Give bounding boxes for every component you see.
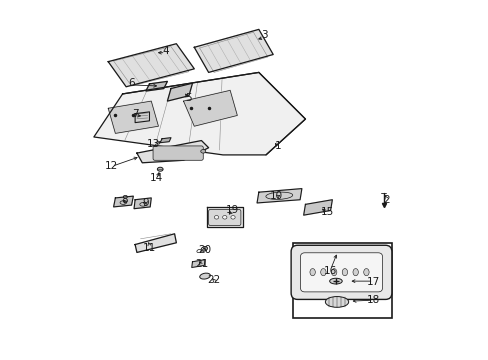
Ellipse shape — [199, 273, 210, 279]
Text: 18: 18 — [366, 295, 380, 305]
Ellipse shape — [309, 269, 315, 276]
Ellipse shape — [352, 269, 358, 276]
Polygon shape — [194, 30, 273, 72]
Polygon shape — [191, 260, 204, 267]
FancyBboxPatch shape — [290, 245, 391, 300]
Bar — [292, 243, 391, 318]
Ellipse shape — [214, 216, 218, 219]
Polygon shape — [160, 138, 171, 143]
Text: 2: 2 — [382, 195, 388, 205]
Text: 9: 9 — [142, 198, 149, 208]
Text: 19: 19 — [225, 206, 238, 216]
Ellipse shape — [320, 269, 325, 276]
Polygon shape — [135, 112, 149, 123]
Text: 17: 17 — [366, 277, 380, 287]
Ellipse shape — [230, 216, 235, 219]
Text: 13: 13 — [146, 139, 160, 149]
Text: 12: 12 — [105, 161, 118, 171]
Polygon shape — [113, 196, 133, 207]
Ellipse shape — [329, 278, 342, 284]
Ellipse shape — [201, 149, 205, 153]
FancyBboxPatch shape — [153, 146, 203, 160]
Polygon shape — [135, 234, 176, 252]
Text: 4: 4 — [162, 46, 168, 56]
Ellipse shape — [325, 297, 348, 307]
Polygon shape — [108, 101, 158, 134]
Text: 6: 6 — [128, 78, 135, 88]
Polygon shape — [303, 200, 332, 215]
Ellipse shape — [363, 269, 368, 276]
Text: 21: 21 — [194, 259, 208, 269]
Polygon shape — [94, 72, 305, 155]
Text: 15: 15 — [320, 207, 333, 217]
Text: 10: 10 — [270, 191, 283, 201]
Ellipse shape — [342, 269, 347, 276]
Text: 5: 5 — [185, 93, 192, 103]
FancyBboxPatch shape — [300, 253, 382, 292]
Text: 22: 22 — [207, 275, 220, 285]
Text: 1: 1 — [275, 141, 281, 151]
Polygon shape — [145, 81, 167, 91]
Ellipse shape — [157, 167, 163, 171]
Ellipse shape — [222, 216, 226, 219]
Text: 20: 20 — [198, 245, 211, 255]
Polygon shape — [206, 207, 242, 226]
Text: 16: 16 — [323, 266, 337, 276]
Polygon shape — [108, 44, 194, 87]
Text: 14: 14 — [150, 173, 163, 183]
Text: 11: 11 — [142, 243, 156, 253]
Polygon shape — [134, 198, 151, 209]
FancyBboxPatch shape — [208, 210, 241, 226]
Polygon shape — [257, 189, 301, 203]
Polygon shape — [137, 140, 208, 163]
Text: 8: 8 — [121, 195, 127, 205]
Ellipse shape — [331, 269, 336, 276]
Polygon shape — [183, 90, 237, 126]
Polygon shape — [167, 83, 192, 101]
Text: 3: 3 — [261, 30, 267, 40]
Text: 7: 7 — [132, 109, 138, 119]
